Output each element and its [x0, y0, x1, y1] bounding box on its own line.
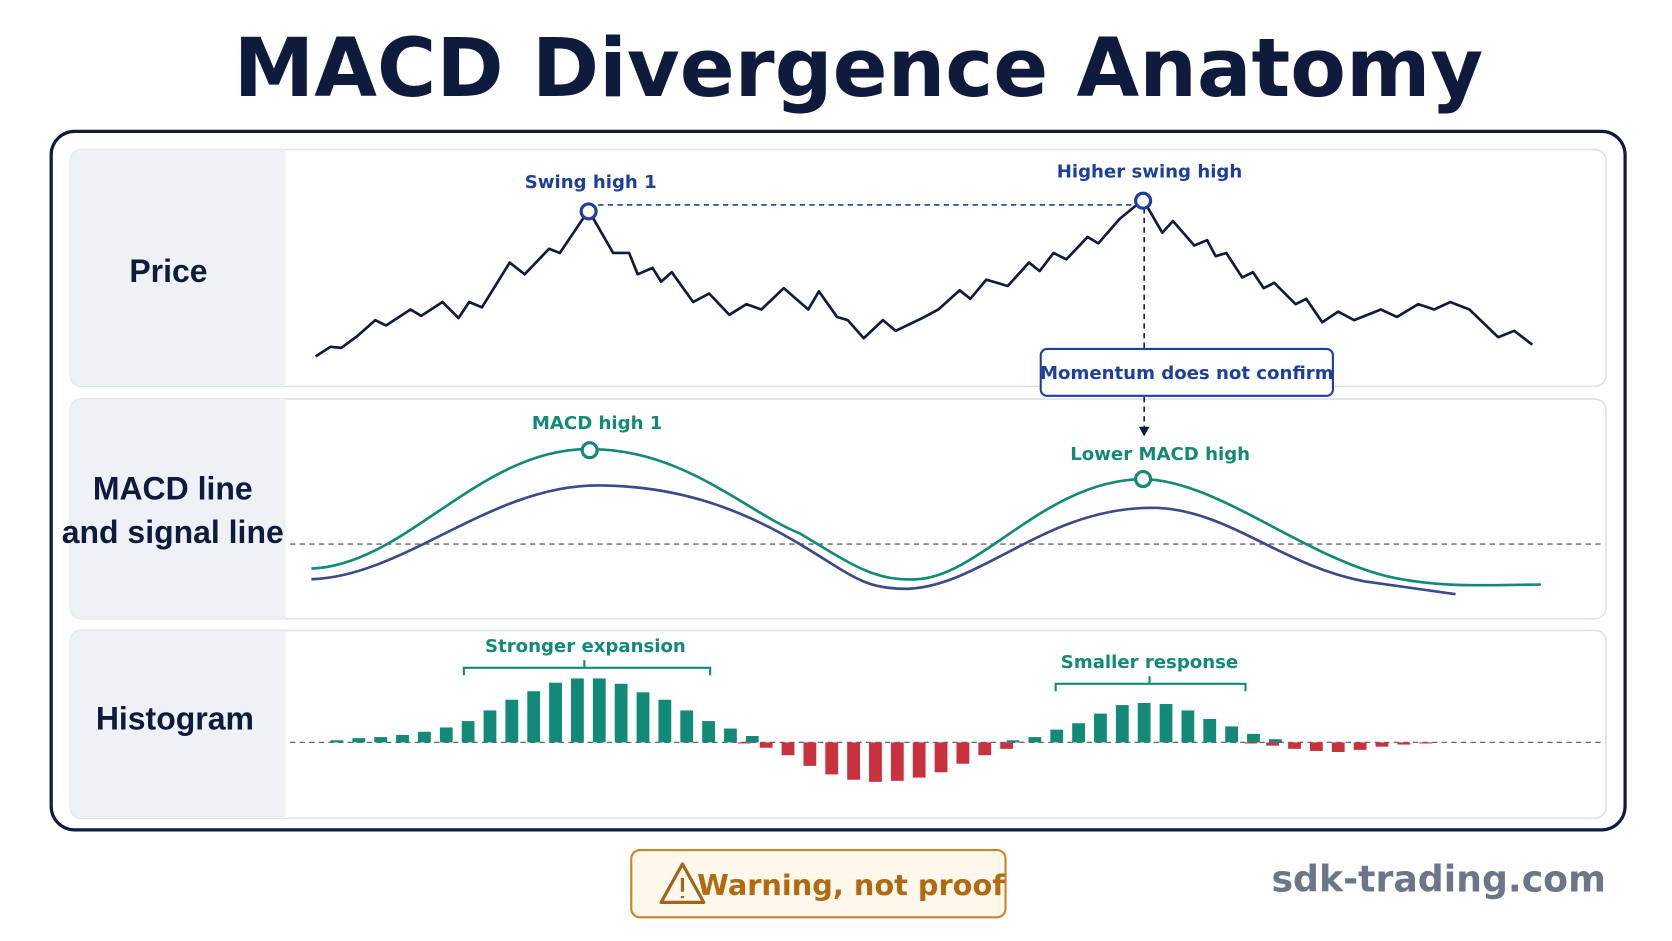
histogram-bar — [825, 742, 839, 775]
annotation: MACD high 1 — [532, 413, 663, 434]
histogram-bar — [1072, 723, 1085, 743]
panels — [69, 148, 1607, 819]
histogram-bar — [890, 742, 904, 781]
panel-label: Price — [129, 253, 207, 289]
annotation: Smaller response — [1061, 652, 1238, 673]
price-line — [314, 198, 1534, 358]
histogram-bar — [505, 699, 519, 743]
panel-label: and signal line — [62, 514, 284, 550]
arrow-head — [1138, 426, 1150, 437]
histogram-bar — [847, 742, 860, 780]
histogram-bar — [1094, 713, 1107, 743]
histogram-bar — [527, 691, 541, 743]
marker — [580, 441, 599, 460]
title: MACD Divergence Anatomy — [234, 22, 1484, 116]
histogram-bar — [680, 710, 694, 743]
histogram-bar — [1006, 740, 1020, 743]
histogram-bar — [934, 742, 948, 773]
histogram-bar — [1203, 718, 1217, 743]
histogram-bar — [614, 683, 628, 743]
histogram-bar — [1225, 726, 1239, 743]
histogram-bar — [483, 710, 497, 743]
annotation: Swing high 1 — [525, 172, 657, 193]
signal-line — [311, 484, 1456, 596]
macd-line — [311, 447, 1541, 587]
histogram-bar — [352, 738, 366, 743]
panel-label: MACD line — [93, 470, 253, 506]
note-box — [1039, 347, 1334, 397]
histogram-bar — [1375, 742, 1389, 747]
histogram-bar — [1331, 742, 1345, 753]
histogram-bar — [978, 742, 992, 756]
histogram-bar — [1309, 742, 1323, 751]
marker — [1134, 469, 1153, 489]
histogram-bar — [374, 737, 388, 743]
histogram-bar — [592, 678, 606, 743]
annotation: Lower MACD high — [1070, 444, 1250, 465]
histogram-bar — [1050, 729, 1064, 743]
histogram-bar — [1000, 742, 1014, 749]
warning-box — [630, 849, 1007, 919]
histogram-bar — [759, 742, 773, 748]
histogram-bar — [396, 734, 409, 743]
histogram-bar — [1266, 742, 1280, 746]
histogram-bar — [956, 742, 970, 764]
histogram-bar — [737, 742, 751, 744]
annotation: Higher swing high — [1057, 161, 1243, 182]
histogram-bar — [1397, 742, 1411, 745]
histogram-bar — [803, 742, 817, 766]
bracket — [1054, 676, 1247, 692]
histogram-bar — [1419, 742, 1433, 744]
histogram-bar — [912, 742, 926, 778]
histogram-bar — [745, 736, 759, 743]
histogram-bar — [418, 731, 431, 743]
histogram-bar — [1137, 702, 1151, 743]
histogram-bar — [330, 740, 344, 743]
histogram-bar — [1115, 705, 1129, 743]
histogram-bar — [1028, 737, 1042, 743]
annotation: Stronger expansion — [485, 636, 686, 657]
histogram-bar — [636, 692, 650, 743]
histogram-bar — [1288, 742, 1301, 749]
histogram — [330, 678, 1433, 782]
histogram-bar — [1181, 710, 1195, 743]
histogram-bar — [1353, 742, 1367, 750]
histogram-bar — [461, 721, 475, 743]
histogram-bar — [1247, 733, 1260, 743]
marker — [579, 202, 598, 221]
annotation: Momentum does not confirm — [1040, 363, 1334, 384]
histogram-bar — [724, 728, 737, 743]
histogram-bar — [549, 682, 562, 743]
histogram-bar — [1244, 742, 1258, 744]
histogram-bar — [1159, 704, 1173, 743]
histogram-bar — [571, 678, 584, 743]
histogram-bar — [781, 742, 795, 756]
histogram-bar — [658, 699, 672, 743]
bracket — [462, 660, 712, 676]
panel-label: Histogram — [96, 701, 254, 737]
histogram-bar — [869, 742, 882, 782]
warning-text: Warning, not proof — [697, 868, 1005, 902]
marker — [1134, 191, 1153, 210]
histogram-bar — [702, 721, 715, 743]
histogram-bar — [439, 727, 453, 743]
histogram-bar — [1268, 739, 1282, 743]
site-name: sdk-trading.com — [1271, 858, 1605, 901]
warning-icon — [659, 862, 706, 904]
